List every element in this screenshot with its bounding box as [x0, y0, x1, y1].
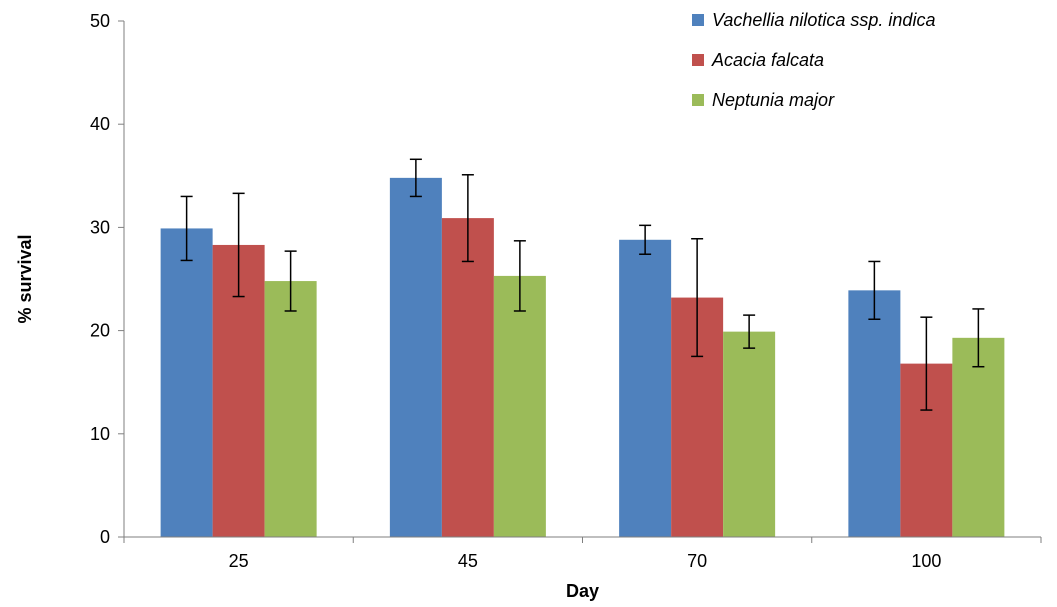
- y-tick-label: 10: [90, 424, 110, 444]
- legend-swatch: [692, 94, 704, 106]
- x-tick-label: 70: [687, 551, 707, 571]
- y-tick-label: 30: [90, 217, 110, 237]
- y-axis: 0 10 20 30 40 50: [90, 11, 125, 547]
- bar: [441, 218, 494, 537]
- legend: Vachellia nilotica ssp. indica Acacia fal…: [692, 10, 935, 110]
- bar: [493, 275, 546, 537]
- bar: [848, 290, 901, 537]
- legend-swatch: [692, 54, 704, 66]
- legend-swatch: [692, 14, 704, 26]
- bar: [264, 281, 317, 537]
- bar: [723, 331, 776, 537]
- legend-label: Neptunia major: [712, 90, 835, 110]
- bar: [952, 337, 1005, 537]
- legend-label: Acacia falcata: [711, 50, 824, 70]
- x-axis: 25 45 70 100: [118, 536, 1042, 571]
- y-tick-label: 0: [100, 527, 110, 547]
- y-tick-label: 40: [90, 114, 110, 134]
- y-axis-title: % survival: [15, 234, 35, 323]
- x-tick-label: 25: [229, 551, 249, 571]
- legend-label: Vachellia nilotica ssp. indica: [712, 10, 935, 30]
- x-tick-label: 45: [458, 551, 478, 571]
- y-tick-label: 50: [90, 11, 110, 31]
- y-tick-label: 20: [90, 321, 110, 341]
- bar: [160, 228, 213, 537]
- bar: [619, 239, 672, 537]
- x-tick-label: 100: [911, 551, 941, 571]
- x-axis-title: Day: [566, 581, 599, 601]
- bar: [389, 177, 442, 537]
- plot-area: [160, 158, 1005, 537]
